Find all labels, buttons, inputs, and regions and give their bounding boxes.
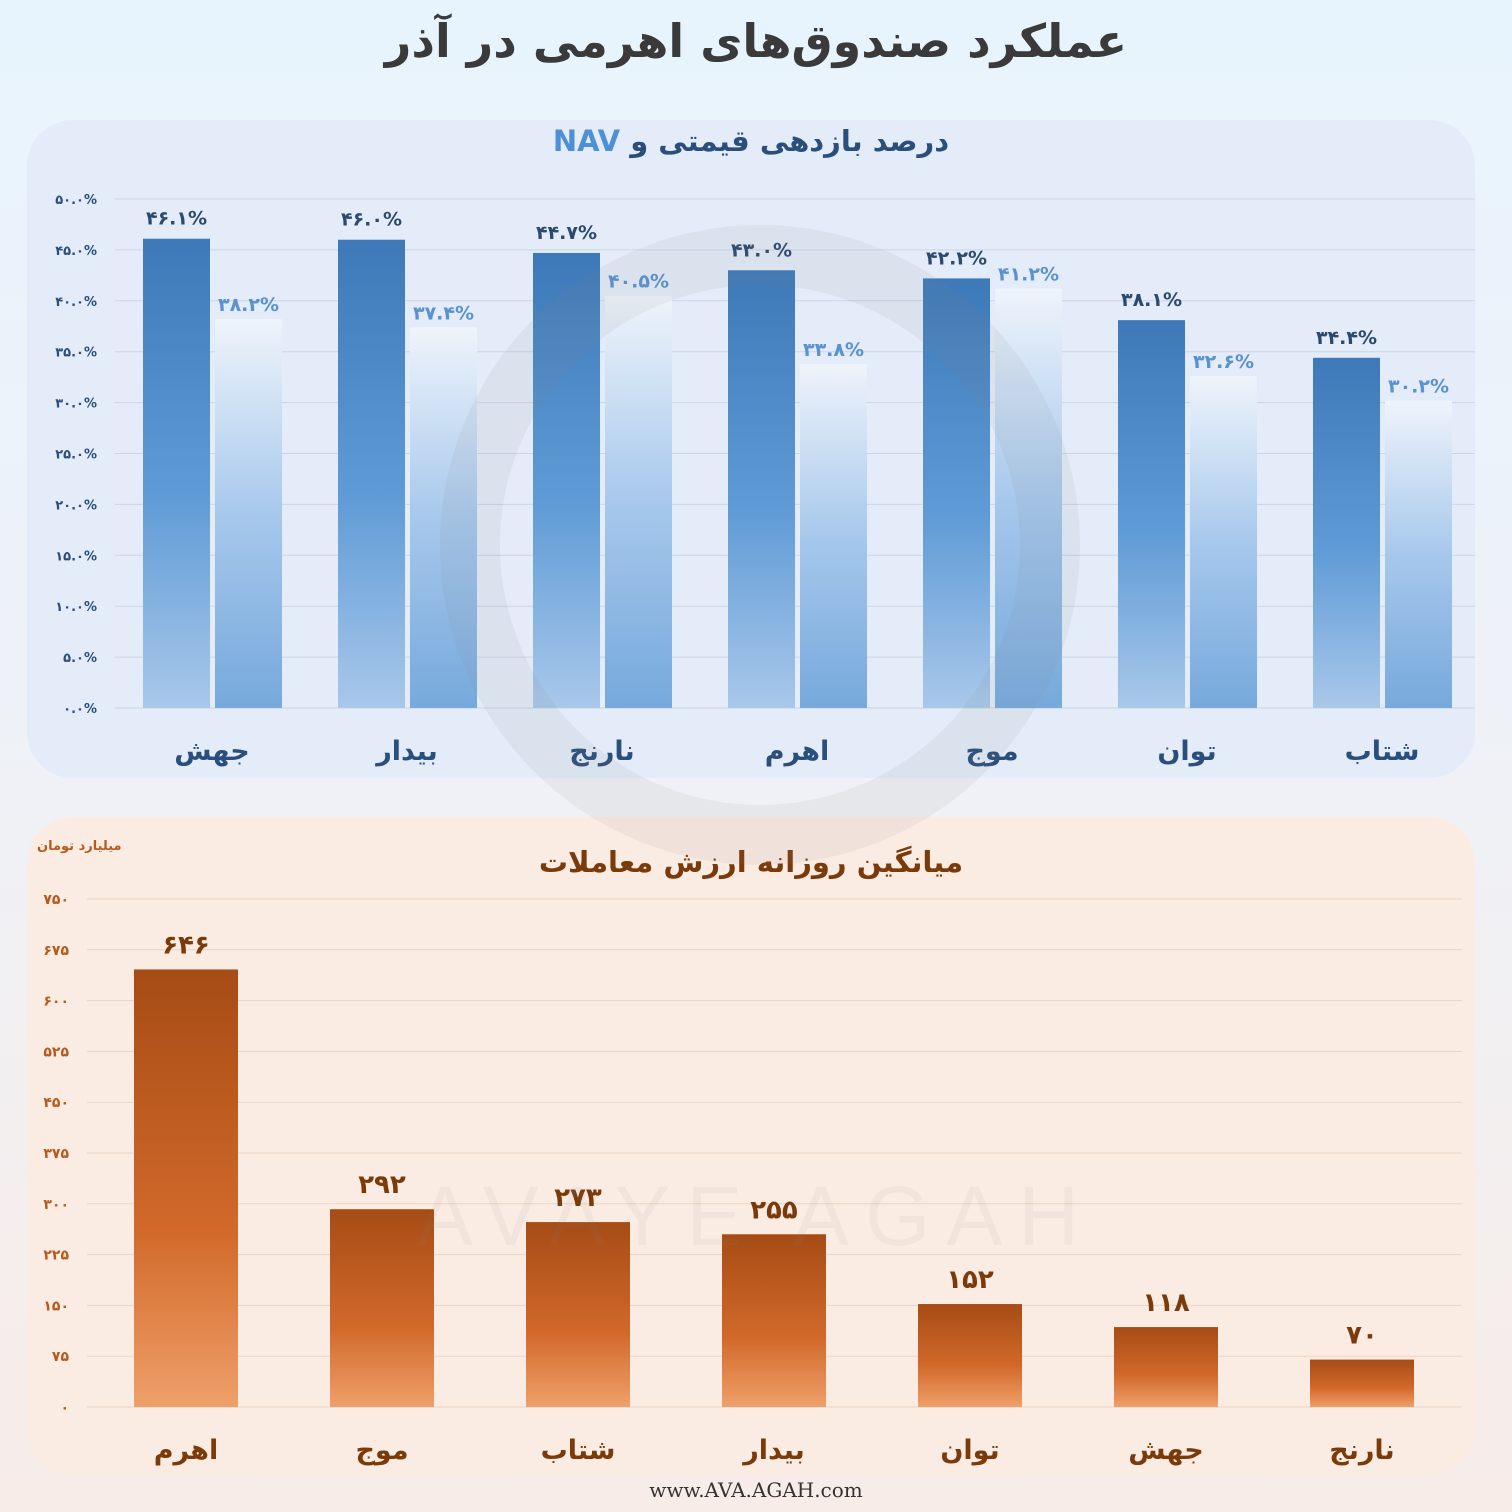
y-tick-label: ۲۲۵ [43, 1248, 69, 1264]
trading-value-label: ۶۴۶ [162, 930, 210, 960]
returns-chart-panel: درصد بازدهی قیمتی و NAV ۰.۰% ۵.۰% ۱۰.۰% ۱۵.… [27, 120, 1475, 778]
trading-value-bar [918, 1304, 1022, 1407]
y-tick-label: ۵۲۵ [43, 1044, 69, 1060]
trading-value-label: ۱۱۸ [1142, 1288, 1190, 1318]
y-tick-label: ۳۷۵ [43, 1146, 69, 1162]
footer-url[interactable]: www.AVA.AGAH.com [649, 1478, 863, 1502]
price-return-label: ۴۲.۲% [926, 247, 987, 269]
y-tick-label: ۳۵.۰% [55, 346, 97, 361]
nav-return-label: ۴۱.۲% [998, 264, 1059, 286]
y-tick-label: ۰ [60, 1400, 69, 1416]
category-label: موج [355, 1435, 408, 1466]
trading-value-bar [1114, 1327, 1218, 1407]
price-return-bar [923, 278, 990, 708]
trading-value-label: ۲۵۵ [750, 1195, 798, 1225]
nav-return-bar [605, 295, 672, 708]
y-tick-label: ۴۵.۰% [55, 244, 97, 259]
y-tick-label: ۱۵.۰% [55, 549, 97, 564]
y-tick-label: ۳۰۰ [43, 1197, 69, 1213]
y-tick-label: ۷۵۰ [43, 892, 69, 908]
page-title: عملکرد صندوق‌های اهرمی در آذر [384, 14, 1128, 68]
price-return-bar [143, 238, 210, 708]
nav-return-bar [410, 327, 477, 708]
nav-return-label: ۳۳.۸% [803, 339, 864, 361]
category-label: نارنج [1329, 1435, 1394, 1466]
category-label: موج [965, 736, 1018, 767]
price-return-bar [533, 252, 600, 709]
price-return-label: ۳۴.۴% [1316, 327, 1377, 349]
price-return-bar [1118, 320, 1185, 708]
nav-return-bar [1385, 400, 1452, 708]
y-tick-label: ۵۰.۰% [55, 193, 97, 208]
price-return-bar [338, 239, 405, 708]
trading-value-bar [134, 969, 238, 1407]
y-tick-label: ۱۵۰ [43, 1298, 69, 1314]
nav-return-bar [995, 288, 1062, 708]
price-return-bar [1313, 357, 1380, 708]
returns-title-text: درصد بازدهی قیمتی و [620, 124, 950, 158]
category-label: شتاب [541, 1435, 616, 1466]
y-tick-label: ۰.۰% [63, 702, 97, 717]
nav-return-bar [1190, 376, 1257, 708]
y-tick-label: ۶۰۰ [43, 994, 69, 1010]
category-label: بیدار [374, 736, 438, 767]
nav-return-bar [800, 363, 867, 708]
price-return-label: ۴۳.۰% [731, 239, 792, 261]
trading-value-label: ۲۷۳ [554, 1183, 602, 1213]
trading-value-bar [526, 1222, 630, 1407]
category-label: بیدار [741, 1435, 805, 1466]
returns-title-nav: NAV [552, 124, 621, 158]
price-return-label: ۳۸.۱% [1121, 289, 1182, 311]
category-label: توان [1157, 736, 1216, 767]
trading-value-bar [1310, 1359, 1414, 1407]
y-tick-label: ۳۰.۰% [55, 397, 97, 412]
returns-chart-title: درصد بازدهی قیمتی و NAV [27, 124, 1475, 158]
y-tick-label: ۶۷۵ [43, 943, 69, 959]
category-label: جهش [1128, 1435, 1203, 1466]
volume-bar-chart: ۰ ۷۵ ۱۵۰ ۲۲۵ ۳۰۰ ۳۷۵ ۴۵۰ ۵۲۵ ۶۰۰ ۶۷۵ ۷۵۰ ۶۴۶ اهرم ۲۹۲… [43, 892, 1462, 1466]
nav-return-label: ۳۸.۲% [218, 294, 279, 316]
y-tick-label: ۴۰.۰% [55, 295, 97, 310]
trading-value-label: ۷۰ [1346, 1321, 1378, 1351]
trading-value-label: ۱۵۲ [946, 1265, 994, 1295]
nav-return-bar [215, 319, 282, 708]
y-tick-label: ۲۰.۰% [55, 498, 97, 513]
nav-return-label: ۳۰.۲% [1388, 376, 1449, 398]
y-tick-label: ۷۵ [52, 1349, 70, 1365]
trading-value-bar [722, 1234, 826, 1407]
y-tick-label: ۲۵.۰% [55, 448, 97, 463]
nav-return-label: ۳۲.۶% [1193, 351, 1254, 373]
category-label: نارنج [569, 736, 634, 767]
nav-return-label: ۳۷.۴% [413, 302, 474, 324]
price-return-bar [728, 270, 795, 708]
y-tick-label: ۵.۰% [63, 651, 97, 666]
category-label: شتاب [1345, 736, 1420, 767]
trading-value-bar [330, 1209, 434, 1407]
trading-value-label: ۲۹۲ [358, 1170, 406, 1200]
category-label: توان [940, 1435, 999, 1466]
category-label: اهرم [765, 736, 830, 767]
category-label: جهش [174, 736, 249, 767]
price-return-label: ۴۶.۱% [146, 208, 207, 230]
volume-chart-title: میانگین روزانه ارزش معاملات [538, 845, 964, 879]
price-return-label: ۴۴.۷% [536, 222, 597, 244]
returns-bar-chart: ۰.۰% ۵.۰% ۱۰.۰% ۱۵.۰% ۲۰.۰% ۲۵.۰% ۳۰.۰% ۳۵.۰% ۴۰… [55, 193, 1475, 767]
category-label: اهرم [154, 1435, 219, 1466]
y-tick-label: ۱۰.۰% [55, 600, 97, 615]
price-return-label: ۴۶.۰% [341, 209, 402, 231]
nav-return-label: ۴۰.۵% [608, 271, 669, 293]
y-axis-unit-label: میلیارد تومان [37, 839, 122, 854]
y-tick-label: ۴۵۰ [43, 1095, 69, 1111]
volume-chart-panel: میلیارد تومان میانگین روزانه ارزش معاملا… [27, 817, 1475, 1475]
